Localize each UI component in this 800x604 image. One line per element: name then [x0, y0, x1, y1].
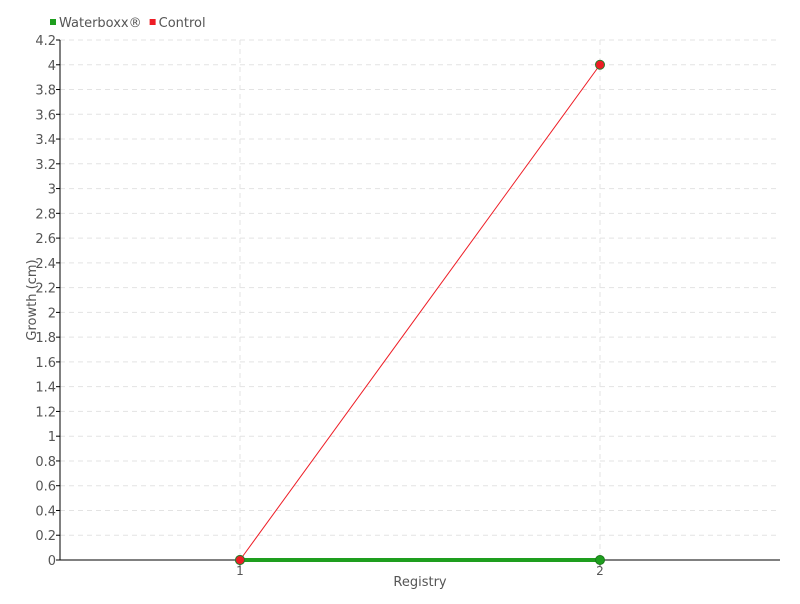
axes: 0 0.2 0.4 0.6 0.8 1 1.2 1.4 1.6 1.8 2 2.2 2.4 2.6 2.8 3… [35, 34, 780, 578]
data-point-waterboxx [595, 555, 605, 565]
y-tick-label: 2.2 [35, 282, 56, 297]
legend-swatch [149, 19, 156, 25]
y-tick-label: 3.4 [35, 133, 56, 148]
y-tick-label: 2.6 [35, 232, 56, 247]
y-tick-label: 0.8 [35, 455, 56, 470]
y-tick-label: 1.6 [35, 356, 56, 371]
legend-swatch [50, 19, 56, 25]
x-tick-label: 1 [236, 564, 244, 578]
grid [60, 39, 780, 560]
y-tick-label: 0.4 [35, 504, 56, 519]
y-tick-label: 1.8 [35, 331, 56, 346]
x-axis-label: Registry [393, 575, 447, 590]
y-tick-label: 2 [48, 306, 56, 321]
data-point-control [595, 59, 605, 70]
y-tick-label: 3.6 [35, 108, 56, 123]
y-tick-label: 4.2 [35, 34, 56, 49]
series-layer [235, 59, 605, 565]
data-point-control [235, 555, 245, 565]
y-tick-label: 2.8 [35, 207, 56, 222]
y-tick-label: 3 [48, 183, 56, 198]
y-tick-label: 1.4 [35, 381, 56, 396]
y-tick-label: 3.2 [35, 158, 56, 173]
x-tick-label: 2 [596, 564, 604, 578]
legend-label: Control [159, 16, 206, 31]
y-axis-label: Growth (cm) [25, 259, 40, 340]
y-tick-label: 1 [48, 430, 56, 445]
y-tick-label: 0.2 [35, 529, 56, 544]
y-tick-label: 0 [48, 554, 56, 569]
legend: Waterboxx® Control [50, 16, 206, 31]
y-tick-label: 4 [48, 59, 56, 74]
y-tick-label: 0.6 [35, 480, 56, 495]
y-tick-label: 2.4 [35, 257, 56, 272]
y-tick-label: 1.2 [35, 405, 56, 420]
series-line-control [239, 64, 601, 561]
legend-label: Waterboxx® [59, 16, 142, 31]
y-tick-label: 3.8 [35, 84, 56, 99]
